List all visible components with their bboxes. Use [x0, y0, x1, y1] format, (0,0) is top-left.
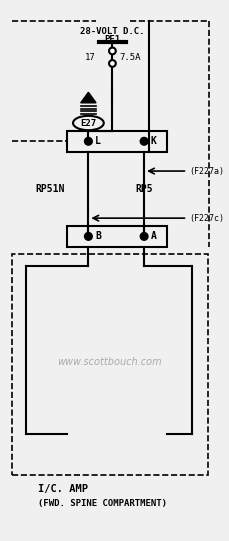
- Circle shape: [109, 60, 115, 67]
- Bar: [67, 131, 166, 152]
- Text: PF1: PF1: [104, 35, 120, 44]
- Text: A: A: [150, 232, 156, 241]
- Circle shape: [84, 233, 92, 240]
- Text: K: K: [150, 136, 156, 146]
- Text: 17: 17: [85, 53, 96, 62]
- Text: E27: E27: [80, 118, 96, 128]
- Text: www.scottbouch.com: www.scottbouch.com: [57, 357, 161, 367]
- Circle shape: [140, 233, 147, 240]
- Text: B: B: [95, 232, 101, 241]
- Text: I/C. AMP: I/C. AMP: [38, 484, 88, 494]
- Bar: [67, 226, 166, 247]
- Text: (F227a): (F227a): [188, 167, 223, 176]
- Text: RP5: RP5: [135, 184, 152, 194]
- Text: (F227c): (F227c): [188, 214, 223, 223]
- Text: (FWD. SPINE COMPARTMENT): (FWD. SPINE COMPARTMENT): [38, 499, 167, 508]
- Circle shape: [109, 48, 115, 54]
- Bar: [11, 254, 207, 474]
- Text: 7.5A: 7.5A: [119, 53, 140, 62]
- Circle shape: [140, 137, 147, 145]
- Text: 28-VOLT D.C.: 28-VOLT D.C.: [80, 27, 144, 36]
- Text: L: L: [95, 136, 101, 146]
- Polygon shape: [80, 93, 96, 103]
- Text: RP51N: RP51N: [35, 184, 64, 194]
- Circle shape: [84, 137, 92, 145]
